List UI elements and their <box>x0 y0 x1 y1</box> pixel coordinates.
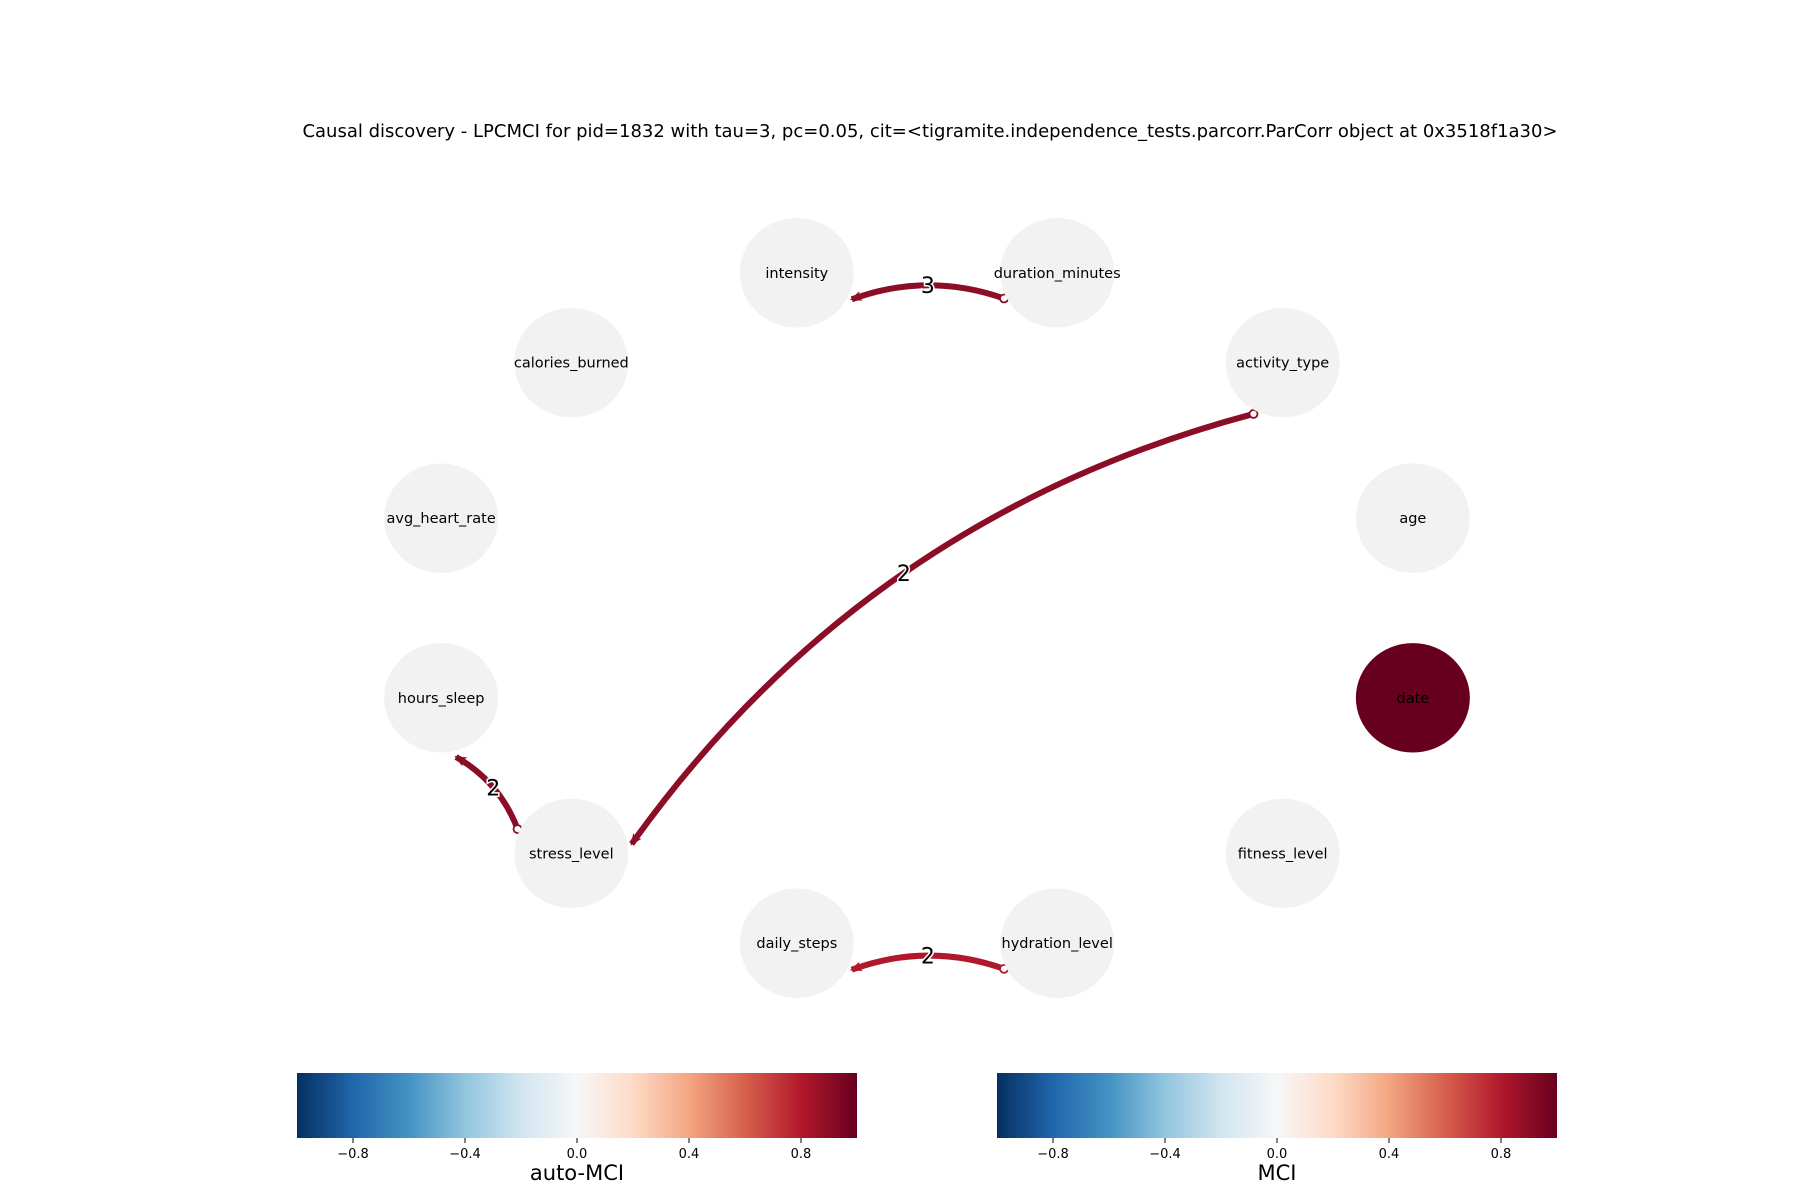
node-label-age: age <box>1399 511 1426 527</box>
colorbar-tick-label: 0.0 <box>1267 1147 1288 1162</box>
colorbar-tick-label: 0.8 <box>791 1147 812 1162</box>
colorbar-mci-gradient <box>997 1073 1557 1138</box>
node-daily_steps: daily_steps <box>740 888 854 997</box>
edge-lag-label: 2 <box>921 945 935 970</box>
node-label-date: date <box>1397 691 1430 707</box>
node-label-fitness_level: fitness_level <box>1238 846 1328 862</box>
node-intensity: intensity <box>740 218 854 327</box>
node-activity_type: activity_type <box>1226 308 1340 417</box>
colorbar-tick-label: 0.8 <box>1491 1147 1512 1162</box>
node-label-activity_type: activity_type <box>1236 356 1329 372</box>
node-age: age <box>1356 463 1470 572</box>
node-calories_burned: calories_burned <box>514 308 629 417</box>
colorbar-tick-label: −0.8 <box>1037 1147 1069 1162</box>
colorbar-auto-mci-label: auto-MCI <box>530 1161 624 1185</box>
node-label-avg_heart_rate: avg_heart_rate <box>386 511 495 527</box>
node-label-daily_steps: daily_steps <box>756 936 837 952</box>
node-hours_sleep: hours_sleep <box>384 643 498 752</box>
edge-lag-label: 2 <box>486 776 500 801</box>
edge-lag-label: 2 <box>897 562 911 587</box>
colorbar-tick-label: −0.4 <box>1149 1147 1181 1162</box>
colorbar-auto-mci-ticks: −0.8 −0.4 0.0 0.4 0.8 <box>337 1138 811 1162</box>
edge-lag-label: 3 <box>921 274 935 299</box>
colorbar-tick-label: −0.4 <box>449 1147 481 1162</box>
node-stress_level: stress_level <box>514 799 628 908</box>
colorbar-mci-label: MCI <box>1258 1161 1297 1185</box>
node-label-calories_burned: calories_burned <box>514 356 629 372</box>
colorbar-tick-label: 0.0 <box>567 1147 588 1162</box>
colorbar-tick-label: 0.4 <box>1379 1147 1400 1162</box>
node-label-intensity: intensity <box>765 266 828 282</box>
node-date: date <box>1356 643 1470 752</box>
colorbar-auto-mci: −0.8 −0.4 0.0 0.4 0.8 auto-MCI <box>297 1073 857 1185</box>
node-avg_heart_rate: avg_heart_rate <box>384 463 498 572</box>
node-label-hours_sleep: hours_sleep <box>398 691 485 707</box>
node-label-stress_level: stress_level <box>529 846 614 862</box>
node-label-duration_minutes: duration_minutes <box>994 266 1121 282</box>
colorbar-mci: −0.8 −0.4 0.0 0.4 0.8 MCI <box>997 1073 1557 1185</box>
colorbar-auto-mci-gradient <box>297 1073 857 1138</box>
colorbar-tick-label: 0.4 <box>679 1147 700 1162</box>
figure-title: Causal discovery - LPCMCI for pid=1832 w… <box>302 121 1557 142</box>
colorbar-tick-label: −0.8 <box>337 1147 369 1162</box>
node-label-hydration_level: hydration_level <box>1002 936 1113 952</box>
colorbar-mci-ticks: −0.8 −0.4 0.0 0.4 0.8 <box>1037 1138 1511 1162</box>
edge-activity_type-to-stress_level <box>632 414 1254 844</box>
node-duration_minutes: duration_minutes <box>994 218 1121 327</box>
node-fitness_level: fitness_level <box>1226 799 1340 908</box>
node-hydration_level: hydration_level <box>1000 888 1114 997</box>
